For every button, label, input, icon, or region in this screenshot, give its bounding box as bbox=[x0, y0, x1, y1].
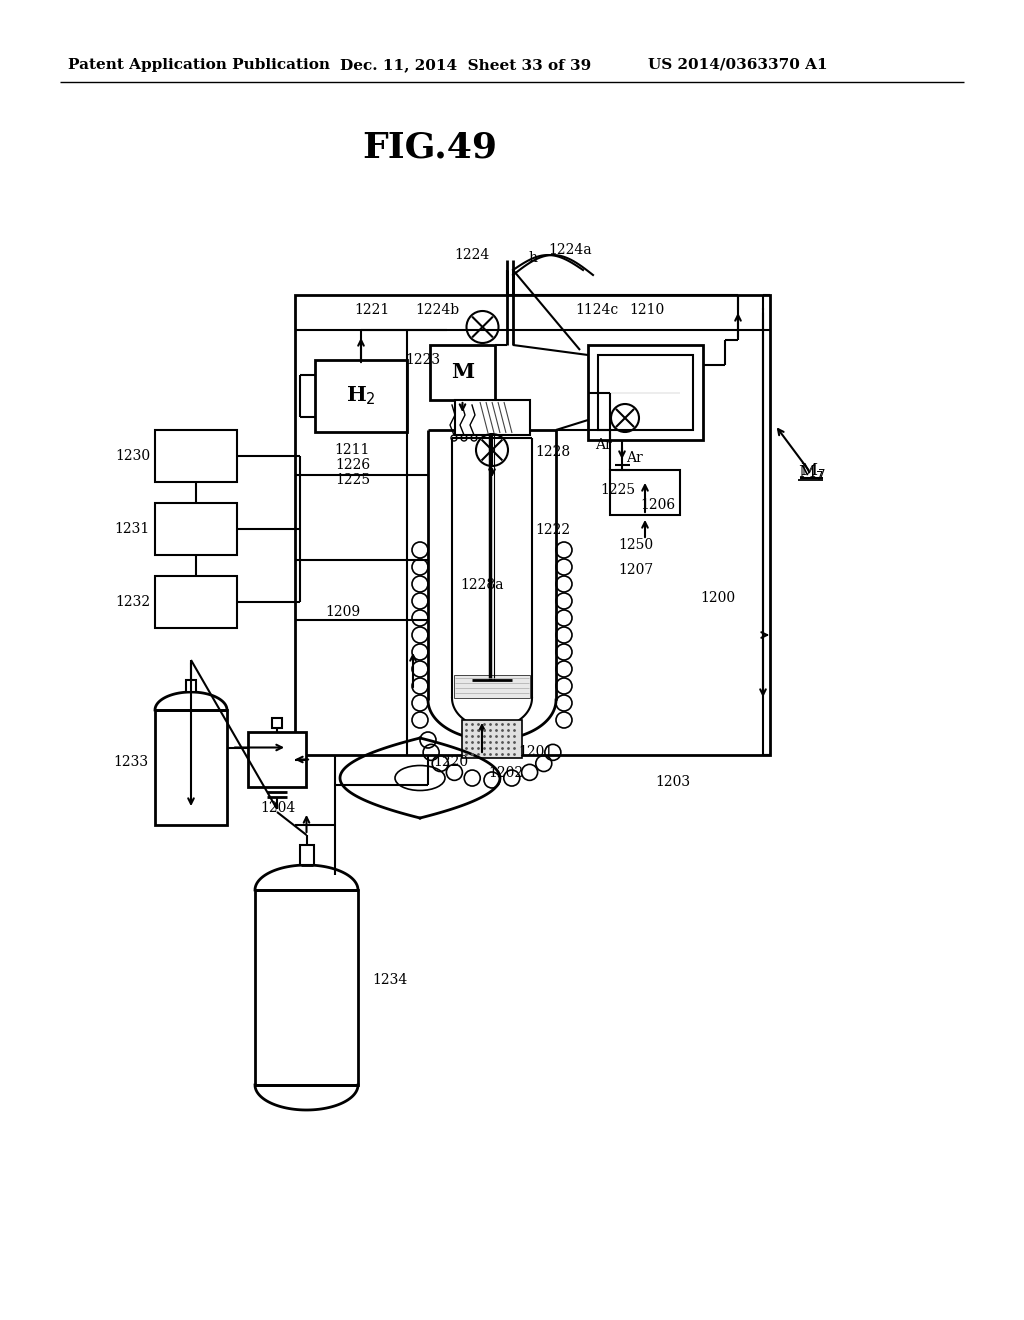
Text: Ar: Ar bbox=[595, 438, 611, 451]
Text: 1206: 1206 bbox=[640, 498, 675, 512]
Text: 1221: 1221 bbox=[354, 304, 390, 317]
Text: 1207: 1207 bbox=[618, 564, 653, 577]
Text: 1200: 1200 bbox=[700, 591, 735, 605]
Bar bbox=[155, 503, 237, 554]
Text: 1202: 1202 bbox=[488, 766, 523, 780]
Bar bbox=[155, 430, 237, 482]
Text: US 2014/0363370 A1: US 2014/0363370 A1 bbox=[648, 58, 827, 73]
Bar bbox=[454, 675, 530, 698]
Text: 1231: 1231 bbox=[115, 521, 150, 536]
Bar bbox=[186, 680, 196, 692]
Bar bbox=[598, 355, 693, 430]
Bar bbox=[610, 470, 680, 515]
Bar bbox=[248, 733, 306, 787]
Text: FIG.49: FIG.49 bbox=[362, 131, 498, 165]
Text: 1225: 1225 bbox=[335, 473, 370, 487]
Text: h: h bbox=[528, 251, 537, 265]
Bar bbox=[295, 294, 770, 755]
Text: 1250: 1250 bbox=[618, 539, 653, 552]
Text: 1201: 1201 bbox=[518, 744, 553, 759]
Text: 1232: 1232 bbox=[115, 595, 150, 609]
Text: M$_7$: M$_7$ bbox=[798, 462, 823, 482]
Bar bbox=[315, 360, 407, 432]
Text: 1224b: 1224b bbox=[415, 304, 459, 317]
Text: 1209: 1209 bbox=[325, 605, 360, 619]
Bar bbox=[455, 400, 530, 436]
Text: Dec. 11, 2014  Sheet 33 of 39: Dec. 11, 2014 Sheet 33 of 39 bbox=[340, 58, 591, 73]
Text: 1233: 1233 bbox=[113, 755, 148, 770]
Text: 1203: 1203 bbox=[655, 775, 690, 789]
Text: 1234: 1234 bbox=[372, 973, 408, 987]
Text: 1211: 1211 bbox=[335, 444, 370, 457]
Text: 1124c: 1124c bbox=[575, 304, 618, 317]
Bar bbox=[155, 710, 227, 825]
Text: Patent Application Publication: Patent Application Publication bbox=[68, 58, 330, 73]
Bar bbox=[588, 345, 703, 440]
Text: 1223: 1223 bbox=[406, 352, 440, 367]
Text: 1224: 1224 bbox=[455, 248, 490, 261]
Text: 1204: 1204 bbox=[260, 801, 296, 814]
Bar bbox=[430, 345, 495, 400]
Text: 1228a: 1228a bbox=[460, 578, 504, 591]
Text: 1220: 1220 bbox=[433, 755, 468, 770]
Text: 1222: 1222 bbox=[535, 523, 570, 537]
Text: H$_2$: H$_2$ bbox=[346, 384, 376, 408]
Bar bbox=[155, 576, 237, 628]
Text: 1210: 1210 bbox=[629, 304, 665, 317]
Text: Ar: Ar bbox=[626, 451, 643, 465]
Bar bbox=[299, 845, 313, 865]
Bar bbox=[462, 719, 522, 758]
Text: 1224a: 1224a bbox=[548, 243, 592, 257]
Text: M$_7$: M$_7$ bbox=[800, 461, 825, 479]
Text: 1228: 1228 bbox=[535, 445, 570, 459]
Text: M: M bbox=[451, 363, 474, 383]
Text: 1226: 1226 bbox=[335, 458, 370, 473]
Text: 1230: 1230 bbox=[115, 449, 150, 463]
Bar bbox=[272, 718, 282, 729]
Text: 1225: 1225 bbox=[600, 483, 635, 498]
Bar bbox=[255, 890, 358, 1085]
